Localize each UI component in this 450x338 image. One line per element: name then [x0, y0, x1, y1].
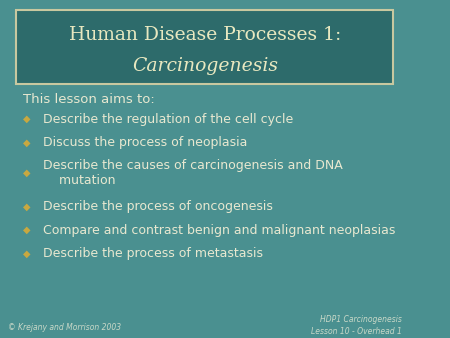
Text: Describe the regulation of the cell cycle: Describe the regulation of the cell cycl… [43, 113, 293, 126]
Text: ◆: ◆ [22, 114, 30, 124]
Text: ◆: ◆ [22, 201, 30, 212]
Text: ◆: ◆ [22, 168, 30, 178]
Text: This lesson aims to:: This lesson aims to: [22, 93, 154, 105]
Text: Carcinogenesis: Carcinogenesis [132, 56, 278, 74]
Text: ◆: ◆ [22, 138, 30, 148]
Text: Describe the causes of carcinogenesis and DNA
    mutation: Describe the causes of carcinogenesis an… [43, 159, 343, 187]
Text: Human Disease Processes 1:: Human Disease Processes 1: [69, 26, 341, 44]
Text: Describe the process of oncogenesis: Describe the process of oncogenesis [43, 200, 273, 213]
Text: Discuss the process of neoplasia: Discuss the process of neoplasia [43, 136, 248, 149]
FancyBboxPatch shape [16, 10, 393, 84]
Text: © Krejany and Morrison 2003: © Krejany and Morrison 2003 [8, 323, 122, 332]
Text: HDP1 Carcinogenesis
Lesson 10 - Overhead 1: HDP1 Carcinogenesis Lesson 10 - Overhead… [310, 315, 401, 336]
Text: ◆: ◆ [22, 225, 30, 235]
Text: Compare and contrast benign and malignant neoplasias: Compare and contrast benign and malignan… [43, 224, 396, 237]
Text: Describe the process of metastasis: Describe the process of metastasis [43, 247, 263, 260]
Text: ◆: ◆ [22, 249, 30, 259]
